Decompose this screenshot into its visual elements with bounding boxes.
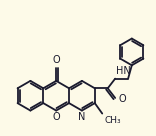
Text: O: O xyxy=(52,55,60,65)
Text: HN: HN xyxy=(116,66,131,76)
Text: O: O xyxy=(52,112,60,122)
Text: CH₃: CH₃ xyxy=(104,115,121,125)
Text: O: O xyxy=(119,94,126,104)
Text: N: N xyxy=(78,112,86,122)
